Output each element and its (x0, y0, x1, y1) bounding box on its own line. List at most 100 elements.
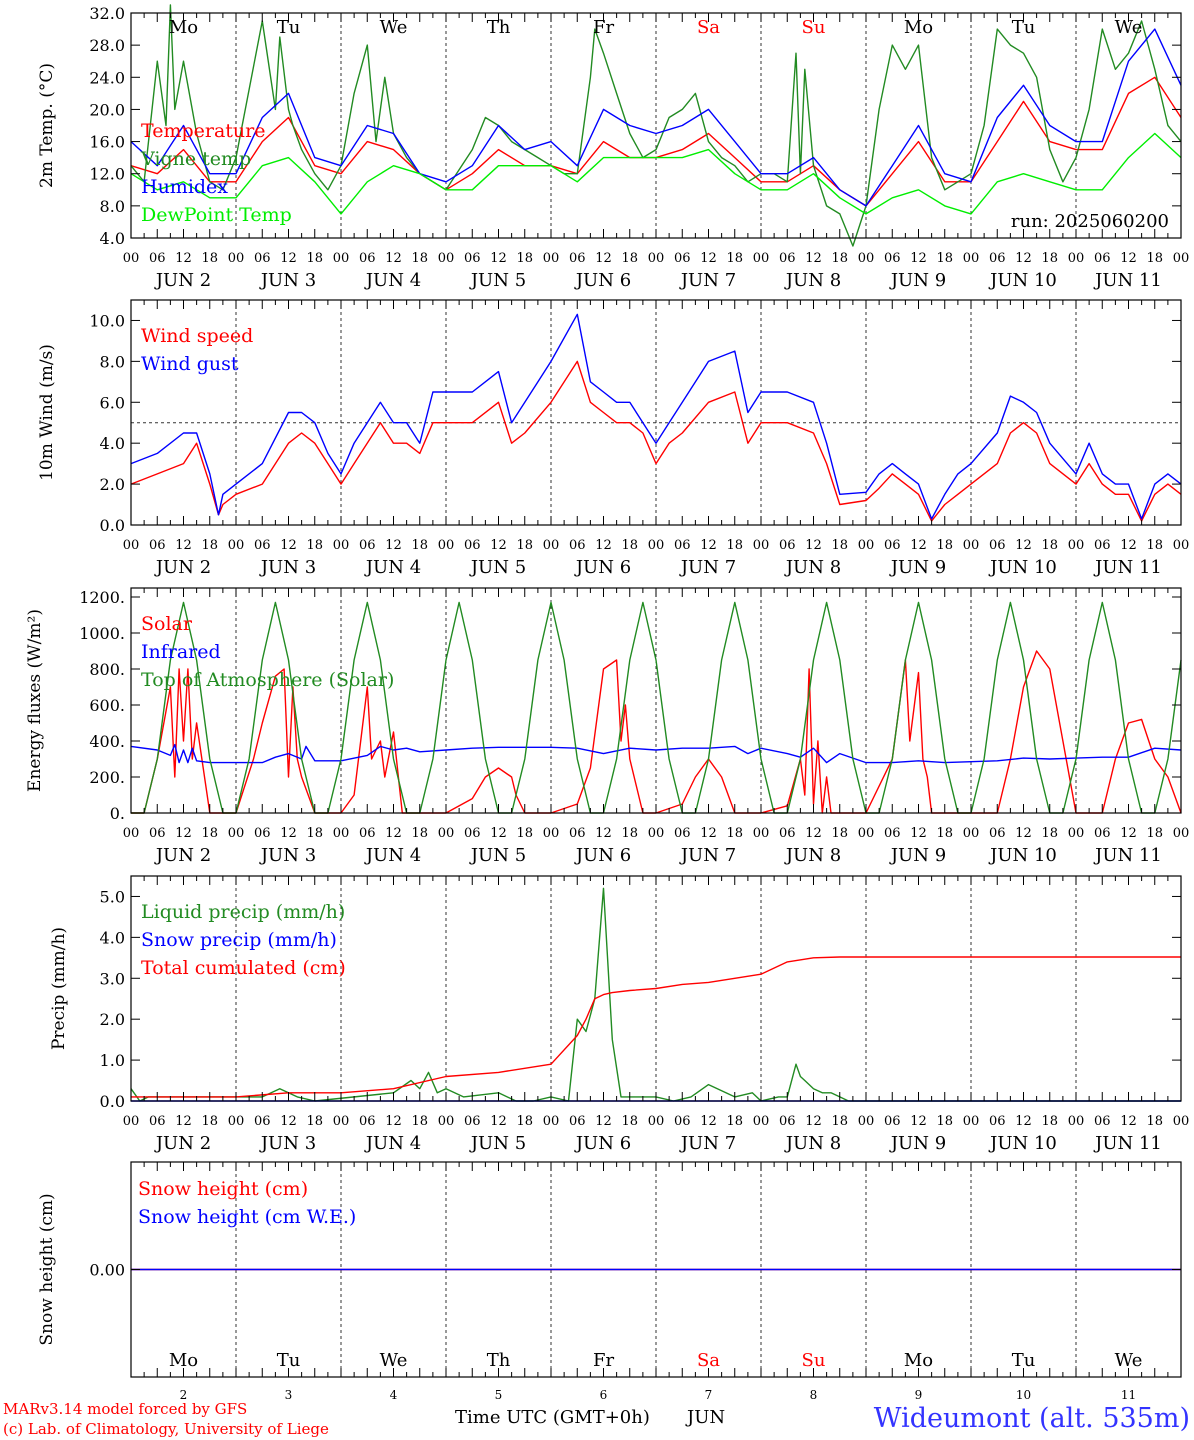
day-of-week-label: Mo (904, 17, 933, 38)
hour-tick-label: 00 (963, 538, 980, 553)
date-label: JUN 10 (988, 557, 1057, 578)
hour-tick-label: 12 (1120, 538, 1137, 553)
hour-tick-label: 06 (674, 538, 691, 553)
hour-tick-label: 18 (411, 826, 428, 841)
footer-day-number: 10 (1016, 1388, 1031, 1402)
date-label: JUN 3 (259, 557, 316, 578)
panel-temperature: 4.0 8.0 12.0 16.0 20.0 24.0 28.0 32.0 2m Temp. (… (37, 4, 1189, 291)
footer-day-number: 8 (810, 1388, 818, 1402)
y-tick-label: 4.0 (100, 229, 125, 248)
y-axis-label: Energy fluxes (W/m²) (25, 609, 45, 792)
hour-tick-label: 18 (516, 1114, 533, 1129)
day-of-week-label: Th (487, 1350, 511, 1371)
lab-credit: (c) Lab. of Climatology, University of L… (3, 1420, 329, 1438)
y-tick-label: 10.0 (89, 311, 125, 330)
date-label: JUN 7 (679, 270, 736, 291)
hour-tick-label: 12 (280, 251, 297, 266)
hour-tick-label: 12 (280, 1114, 297, 1129)
y-tick-label: 400. (89, 732, 125, 751)
date-label: JUN 3 (259, 845, 316, 866)
y-tick-label: 1200. (79, 588, 125, 607)
legend-entry: Wind gust (141, 353, 239, 375)
hour-tick-label: 00 (858, 826, 875, 841)
hour-tick-label: 18 (201, 1114, 218, 1129)
hour-tick-label: 12 (1120, 1114, 1137, 1129)
date-label: JUN 6 (574, 1133, 631, 1154)
footer-day-number: 9 (915, 1388, 923, 1402)
day-of-week-label: Mo (904, 1350, 933, 1371)
hour-tick-label: 18 (516, 826, 533, 841)
footer-day-number: 2 (180, 1388, 188, 1402)
hour-tick-label: 06 (1094, 826, 1111, 841)
hour-tick-label: 00 (123, 251, 140, 266)
hour-tick-label: 00 (228, 538, 245, 553)
hour-tick-label: 06 (149, 826, 166, 841)
hour-tick-label: 00 (753, 251, 770, 266)
hour-tick-label: 00 (1068, 251, 1085, 266)
hour-tick-label: 06 (254, 251, 271, 266)
date-label: JUN 9 (889, 845, 946, 866)
hour-tick-label: 00 (648, 1114, 665, 1129)
y-tick-label: 0.0 (100, 1092, 125, 1111)
hour-tick-label: 12 (490, 538, 507, 553)
y-tick-label: 600. (89, 696, 125, 715)
series-line-wind-0 (130, 360, 1182, 522)
hour-tick-label: 18 (726, 1114, 743, 1129)
hour-tick-label: 00 (858, 538, 875, 553)
footer-day-number: 11 (1121, 1388, 1136, 1402)
legend-entry: Wind speed (141, 325, 253, 347)
hour-tick-label: 06 (359, 251, 376, 266)
date-label: JUN 11 (1093, 1133, 1162, 1154)
hour-tick-label: 18 (1041, 538, 1058, 553)
run-annotation: run: 2025060200 (1011, 211, 1169, 232)
hour-tick-label: 06 (359, 826, 376, 841)
y-tick-label: 0.00 (89, 1261, 125, 1280)
footer-day-number: 3 (285, 1388, 293, 1402)
hour-tick-label: 06 (779, 826, 796, 841)
hour-tick-label: 06 (569, 826, 586, 841)
date-label: JUN 4 (364, 270, 421, 291)
date-label: JUN 8 (784, 845, 841, 866)
day-of-week-label: Sa (697, 17, 720, 38)
date-label: JUN 4 (364, 557, 421, 578)
hour-tick-label: 18 (1146, 251, 1163, 266)
hour-tick-label: 18 (1041, 1114, 1058, 1129)
hour-tick-label: 00 (753, 826, 770, 841)
hour-tick-label: 06 (254, 1114, 271, 1129)
hour-tick-label: 06 (569, 538, 586, 553)
hour-tick-label: 06 (989, 1114, 1006, 1129)
hour-tick-label: 12 (1015, 826, 1032, 841)
y-tick-label: 4.0 (100, 434, 125, 453)
day-of-week-label: Tu (277, 1350, 301, 1371)
footer-day-number: 6 (600, 1388, 608, 1402)
y-tick-label: 12.0 (89, 165, 125, 184)
legend-entry: Humidex (141, 176, 228, 198)
date-label: JUN 7 (679, 1133, 736, 1154)
hour-tick-label: 00 (228, 826, 245, 841)
hour-tick-label: 12 (700, 826, 717, 841)
series-line-wind-1 (130, 313, 1182, 520)
hour-tick-label: 06 (1094, 1114, 1111, 1129)
date-label: JUN 10 (988, 1133, 1057, 1154)
day-of-week-label: Mo (169, 17, 198, 38)
date-label: JUN 10 (988, 845, 1057, 866)
hour-tick-label: 18 (306, 538, 323, 553)
hour-tick-label: 18 (936, 251, 953, 266)
hour-tick-label: 12 (805, 538, 822, 553)
y-tick-label: 6.0 (100, 393, 125, 412)
hour-tick-label: 00 (753, 538, 770, 553)
hour-tick-label: 00 (228, 1114, 245, 1129)
date-label: JUN 2 (154, 557, 211, 578)
hour-tick-label: 12 (385, 826, 402, 841)
hour-tick-label: 18 (411, 1114, 428, 1129)
day-of-week-label: Tu (1012, 17, 1036, 38)
hour-tick-label: 00 (123, 1114, 140, 1129)
date-label: JUN 2 (154, 270, 211, 291)
date-label: JUN 5 (469, 845, 526, 866)
series-line-temperature-2 (130, 28, 1182, 207)
hour-tick-label: 00 (438, 1114, 455, 1129)
plot-frame (130, 587, 1182, 814)
date-label: JUN 11 (1093, 557, 1162, 578)
y-tick-label: 24.0 (89, 68, 125, 87)
hour-tick-label: 12 (385, 538, 402, 553)
